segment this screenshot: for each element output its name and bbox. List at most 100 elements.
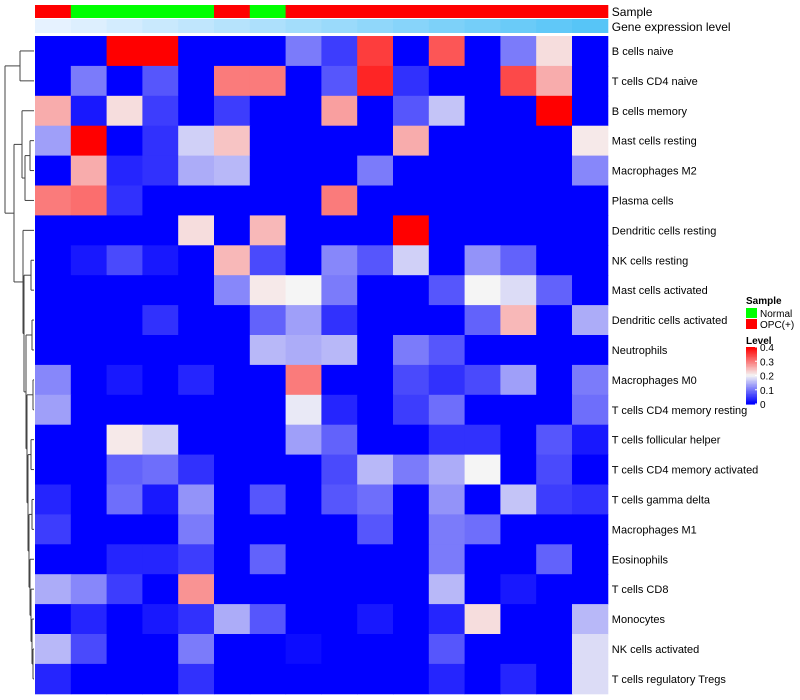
heatmap-cell bbox=[428, 394, 466, 426]
heatmap-cell bbox=[249, 95, 287, 127]
heatmap-cell bbox=[106, 245, 143, 276]
heatmap-cell bbox=[285, 574, 322, 605]
heatmap-cell bbox=[428, 544, 466, 575]
heatmap-cell bbox=[35, 245, 72, 276]
heatmap-cell bbox=[500, 544, 537, 575]
heatmap-cell bbox=[321, 155, 358, 186]
heatmap-cell bbox=[249, 65, 287, 97]
heatmap-cell bbox=[572, 484, 609, 515]
heatmap-cell bbox=[464, 454, 501, 485]
legend-gradient-step bbox=[746, 378, 757, 381]
heatmap-cell bbox=[142, 185, 179, 216]
heatmap-cell bbox=[321, 185, 358, 216]
heatmap-cell bbox=[321, 275, 358, 306]
heatmap-cell bbox=[249, 454, 287, 485]
heatmap-cell bbox=[35, 305, 72, 336]
legend-gradient-step bbox=[746, 372, 757, 375]
heatmap-cell bbox=[393, 364, 430, 396]
legend-opc-label: OPC(+) bbox=[760, 320, 794, 331]
row-label: T cells follicular helper bbox=[612, 435, 721, 447]
heatmap-cell bbox=[178, 454, 215, 485]
heatmap-cell bbox=[142, 155, 179, 186]
expression-annotation-cell bbox=[536, 19, 573, 33]
heatmap-cell bbox=[572, 604, 609, 635]
heatmap-cell bbox=[357, 185, 394, 216]
heatmap-cell bbox=[500, 275, 537, 306]
legend-gradient-step bbox=[746, 381, 757, 384]
heatmap-cell bbox=[106, 65, 143, 97]
legend-gradient-step bbox=[746, 361, 757, 364]
heatmap-cell bbox=[357, 155, 394, 186]
heatmap-cell bbox=[214, 185, 251, 216]
legend-gradient-step bbox=[746, 395, 757, 398]
legend-opc-swatch bbox=[746, 319, 757, 329]
heatmap-cell bbox=[393, 544, 430, 575]
heatmap-cell bbox=[70, 155, 108, 186]
heatmap-cell bbox=[178, 663, 215, 695]
legend-normal-label: Normal bbox=[760, 309, 792, 320]
heatmap-cell bbox=[464, 245, 501, 276]
heatmap-cell bbox=[393, 245, 430, 276]
heatmap-cell bbox=[536, 394, 573, 426]
heatmap-cell bbox=[464, 364, 501, 396]
heatmap-cell bbox=[142, 574, 179, 605]
heatmap-cell bbox=[285, 305, 322, 336]
expression-annotation-cell bbox=[178, 19, 215, 33]
heatmap-cell bbox=[393, 215, 430, 246]
heatmap-cell bbox=[357, 125, 394, 157]
heatmap-cell bbox=[70, 275, 108, 306]
heatmap-cell bbox=[464, 65, 501, 97]
heatmap-cell bbox=[142, 424, 179, 456]
heatmap-cell bbox=[321, 454, 358, 485]
heatmap-cell bbox=[428, 95, 466, 127]
heatmap-cell bbox=[428, 514, 466, 545]
heatmap-cell bbox=[178, 125, 215, 157]
heatmap-cell bbox=[142, 663, 179, 695]
sample-annotation-cell bbox=[357, 5, 394, 18]
row-label: T cells CD8 bbox=[612, 584, 669, 596]
expression-annotation-cell bbox=[393, 19, 430, 33]
heatmap-cell bbox=[106, 514, 143, 545]
legend-gradient-step bbox=[746, 386, 757, 389]
heatmap-cell bbox=[35, 634, 72, 665]
heatmap-cell bbox=[214, 245, 251, 276]
heatmap-cell bbox=[357, 364, 394, 396]
legend-tick-label: 0.1 bbox=[760, 386, 774, 397]
row-label: Mast cells activated bbox=[612, 285, 708, 297]
row-label: T cells CD4 memory resting bbox=[612, 405, 748, 417]
heatmap-cell bbox=[393, 185, 430, 216]
sample-annotation-cell bbox=[393, 5, 430, 18]
heatmap-cell bbox=[357, 484, 394, 515]
heatmap-cell bbox=[500, 454, 537, 485]
heatmap-cell bbox=[572, 424, 609, 456]
heatmap-cell bbox=[428, 634, 466, 665]
heatmap-cell bbox=[357, 424, 394, 456]
heatmap-cell bbox=[500, 125, 537, 157]
heatmap-cell bbox=[572, 185, 609, 216]
heatmap-cell bbox=[142, 36, 179, 67]
row-label: Macrophages M2 bbox=[612, 166, 697, 178]
heatmap-cell bbox=[178, 155, 215, 186]
heatmap-cell bbox=[249, 275, 287, 306]
heatmap-cell bbox=[393, 663, 430, 695]
heatmap-cell bbox=[178, 245, 215, 276]
sample-annotation-cell bbox=[178, 5, 215, 18]
legend-tick-label: 0.2 bbox=[760, 372, 774, 383]
heatmap-cell bbox=[500, 574, 537, 605]
row-label: Monocytes bbox=[612, 614, 666, 626]
heatmap-cell bbox=[572, 634, 609, 665]
legend-gradient-step bbox=[746, 366, 757, 369]
heatmap-cell bbox=[500, 663, 537, 695]
heatmap-cell bbox=[106, 36, 143, 67]
heatmap-cell bbox=[464, 514, 501, 545]
heatmap-cell bbox=[35, 215, 72, 246]
heatmap-cell bbox=[428, 574, 466, 605]
heatmap-cell bbox=[214, 484, 251, 515]
legend-gradient-step bbox=[746, 356, 757, 359]
heatmap-cell bbox=[106, 155, 143, 186]
heatmap-cell bbox=[214, 335, 251, 366]
heatmap-cell bbox=[321, 305, 358, 336]
heatmap-cell bbox=[572, 36, 609, 67]
heatmap-cell bbox=[142, 125, 179, 157]
heatmap-cell bbox=[357, 245, 394, 276]
